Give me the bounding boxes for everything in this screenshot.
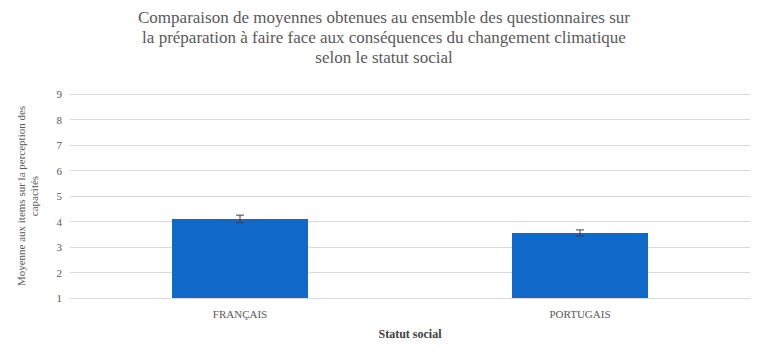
svg-text:6: 6 (57, 165, 63, 177)
svg-text:selon le statut social: selon le statut social (315, 48, 453, 67)
svg-text:Statut social: Statut social (379, 327, 443, 341)
svg-text:PORTUGAIS: PORTUGAIS (549, 308, 610, 320)
svg-text:1: 1 (57, 292, 63, 304)
svg-text:7: 7 (57, 139, 63, 151)
svg-text:4: 4 (57, 216, 63, 228)
svg-text:9: 9 (57, 88, 63, 100)
svg-text:2: 2 (57, 267, 63, 279)
svg-text:capacités: capacités (28, 176, 40, 216)
svg-text:Moyenne aux items sur la perce: Moyenne aux items sur la perception des (15, 106, 27, 286)
svg-text:3: 3 (57, 241, 63, 253)
svg-text:la préparation à faire face au: la préparation à faire face aux conséque… (142, 28, 626, 47)
svg-text:5: 5 (57, 190, 63, 202)
svg-text:FRANÇAIS: FRANÇAIS (213, 308, 267, 320)
svg-text:Comparaison de moyennes obtenu: Comparaison de moyennes obtenues au ense… (138, 8, 630, 27)
svg-text:8: 8 (57, 114, 63, 126)
